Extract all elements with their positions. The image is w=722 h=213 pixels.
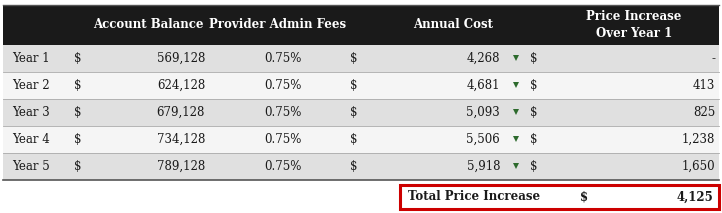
Text: $: $ xyxy=(74,79,82,92)
Text: -: - xyxy=(711,52,715,65)
Text: Year 5: Year 5 xyxy=(12,160,50,173)
Text: $: $ xyxy=(530,79,537,92)
Text: 4,681: 4,681 xyxy=(466,79,500,92)
Text: Year 2: Year 2 xyxy=(12,79,50,92)
Text: $: $ xyxy=(580,190,588,203)
Text: $: $ xyxy=(530,106,537,119)
Text: 0.75%: 0.75% xyxy=(264,52,302,65)
Text: 5,506: 5,506 xyxy=(466,133,500,146)
Text: Annual Cost: Annual Cost xyxy=(413,19,493,32)
Bar xyxy=(3,45,719,72)
Text: 0.75%: 0.75% xyxy=(264,79,302,92)
Text: $: $ xyxy=(74,106,82,119)
Bar xyxy=(3,126,719,153)
Text: 825: 825 xyxy=(692,106,715,119)
Text: $: $ xyxy=(530,133,537,146)
Text: 0.75%: 0.75% xyxy=(264,133,302,146)
Text: $: $ xyxy=(350,52,357,65)
Text: 5,093: 5,093 xyxy=(466,106,500,119)
Text: Provider Admin Fees: Provider Admin Fees xyxy=(209,19,347,32)
Text: 1,238: 1,238 xyxy=(682,133,715,146)
Text: Year 4: Year 4 xyxy=(12,133,50,146)
Text: $: $ xyxy=(530,160,537,173)
Text: 0.75%: 0.75% xyxy=(264,106,302,119)
Text: Year 1: Year 1 xyxy=(12,52,50,65)
Text: 569,128: 569,128 xyxy=(157,52,205,65)
Text: $: $ xyxy=(350,133,357,146)
Text: Year 3: Year 3 xyxy=(12,106,50,119)
Text: $: $ xyxy=(74,160,82,173)
Text: 734,128: 734,128 xyxy=(157,133,205,146)
Bar xyxy=(3,5,719,45)
Bar xyxy=(3,153,719,180)
Text: $: $ xyxy=(350,160,357,173)
Text: $: $ xyxy=(74,133,82,146)
Text: 789,128: 789,128 xyxy=(157,160,205,173)
Text: Total Price Increase: Total Price Increase xyxy=(408,190,540,203)
Text: Account Balance: Account Balance xyxy=(92,19,204,32)
Text: $: $ xyxy=(350,106,357,119)
Bar xyxy=(3,99,719,126)
Text: 1,650: 1,650 xyxy=(682,160,715,173)
Text: Price Increase
Over Year 1: Price Increase Over Year 1 xyxy=(586,10,682,40)
Text: 0.75%: 0.75% xyxy=(264,160,302,173)
Text: $: $ xyxy=(530,52,537,65)
Bar xyxy=(400,185,719,209)
Text: 5,918: 5,918 xyxy=(466,160,500,173)
Text: 4,125: 4,125 xyxy=(677,190,713,203)
Text: 679,128: 679,128 xyxy=(157,106,205,119)
Text: 624,128: 624,128 xyxy=(157,79,205,92)
Text: $: $ xyxy=(74,52,82,65)
Text: $: $ xyxy=(350,79,357,92)
Bar xyxy=(3,72,719,99)
Text: 4,268: 4,268 xyxy=(466,52,500,65)
Text: 413: 413 xyxy=(692,79,715,92)
